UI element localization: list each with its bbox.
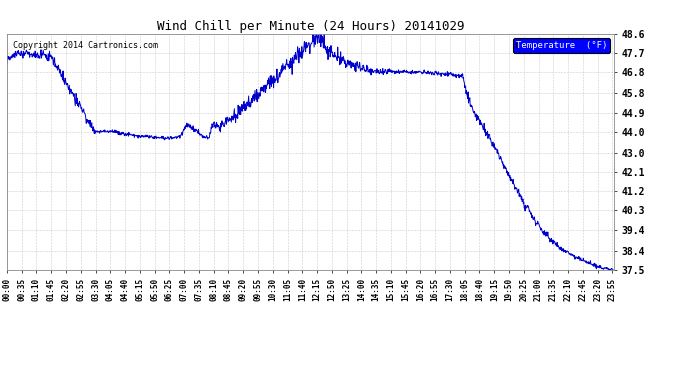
Legend: Temperature  (°F): Temperature (°F)	[513, 38, 609, 53]
Title: Wind Chill per Minute (24 Hours) 20141029: Wind Chill per Minute (24 Hours) 2014102…	[157, 20, 464, 33]
Text: Copyright 2014 Cartronics.com: Copyright 2014 Cartronics.com	[13, 41, 158, 50]
